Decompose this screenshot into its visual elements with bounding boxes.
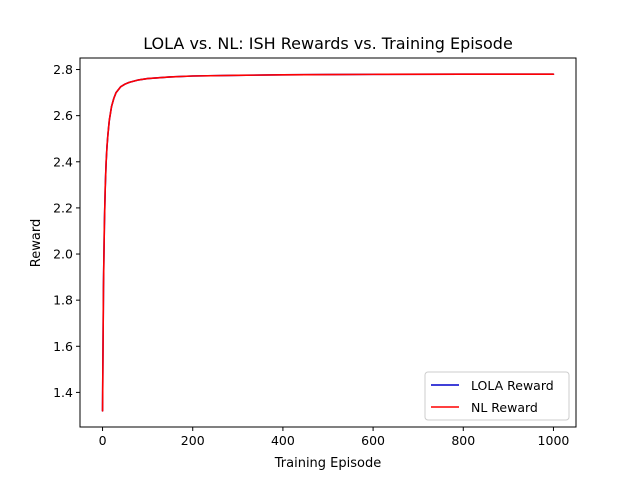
y-axis-label: Reward [29,219,44,267]
x-axis-label: Training Episode [274,456,381,471]
chart-title: LOLA vs. NL: ISH Rewards vs. Training Ep… [143,34,513,53]
y-tick-label: 2.0 [53,247,73,262]
x-axis: 0 200 400 600 800 1000 [99,427,570,448]
legend-box [424,371,570,421]
y-tick-label: 1.6 [53,339,73,354]
series-line-nl [101,73,555,412]
legend-label-lola: LOLA Reward [471,378,554,393]
y-tick-label: 2.6 [53,108,73,123]
plot-background [80,58,576,427]
x-tick-label: 0 [99,433,107,448]
y-tick-label: 1.4 [53,385,73,400]
y-tick-label: 2.2 [53,200,73,215]
y-tick-label: 1.8 [53,293,73,308]
x-tick-label: 400 [271,433,295,448]
y-axis: 1.4 1.6 1.8 2.0 2.2 2.4 2.6 2.8 [53,62,80,400]
y-tick-label: 2.8 [53,62,73,77]
legend-label-nl: NL Reward [471,400,538,415]
y-tick-label: 2.4 [53,154,73,169]
x-tick-label: 200 [181,433,205,448]
x-tick-label: 600 [361,433,385,448]
legend: LOLA Reward NL Reward [424,371,570,421]
plot-area [79,57,577,428]
series-layer [101,73,555,412]
plot-frame [79,57,577,428]
x-tick-label: 1000 [538,433,570,448]
x-tick-label: 800 [451,433,475,448]
